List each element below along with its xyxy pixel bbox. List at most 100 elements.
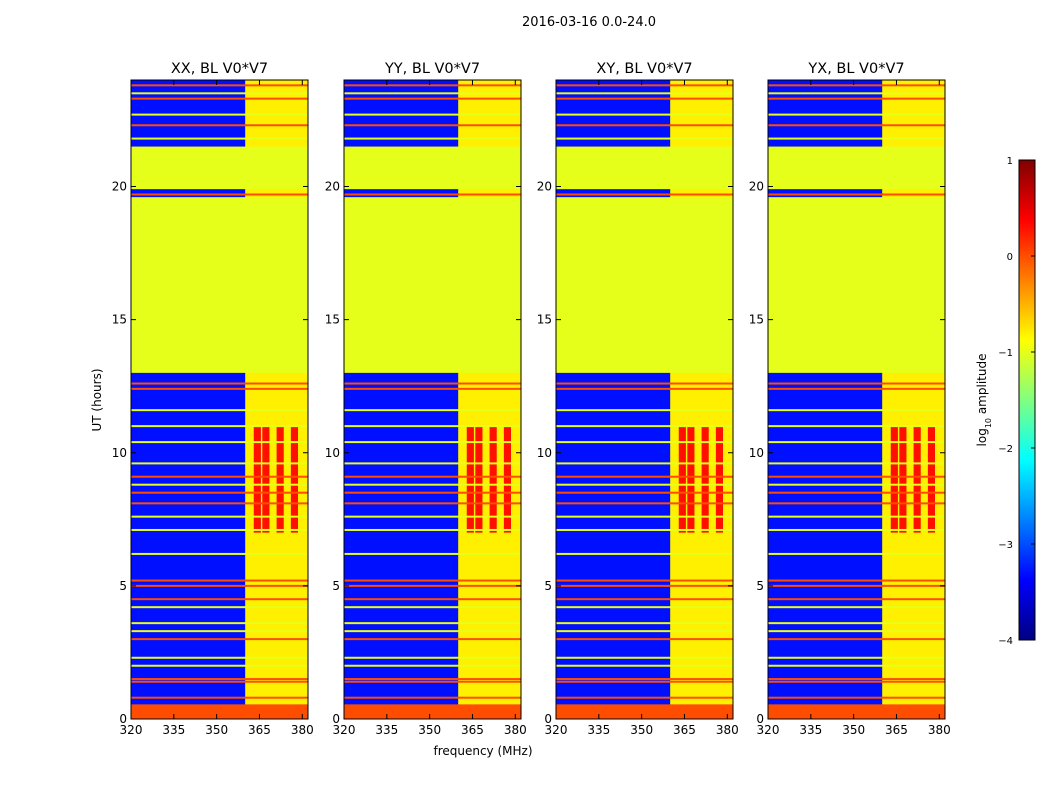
rfi-line: [556, 528, 733, 531]
x-tick-label: 380: [291, 723, 314, 737]
bottom-band: [556, 704, 733, 719]
rfi-line: [131, 606, 308, 609]
rfi-line: [768, 113, 945, 116]
rfi-line: [344, 630, 521, 633]
rfi-line: [768, 515, 945, 518]
rfi-line: [131, 483, 308, 486]
y-tick-label: 10: [325, 446, 340, 460]
x-tick-label: 335: [375, 723, 398, 737]
panel-title: YX, BL V0*V7: [807, 61, 904, 77]
rfi-line: [768, 92, 945, 95]
rfi-line: [768, 491, 945, 494]
rfi-line: [556, 680, 733, 683]
rfi-line: [556, 579, 733, 582]
rfi-line: [556, 113, 733, 116]
x-tick-label: 380: [716, 723, 739, 737]
y-tick-label: 0: [119, 712, 127, 726]
rfi-line: [556, 598, 733, 601]
y-tick-label: 0: [332, 712, 340, 726]
rfi-line: [344, 113, 521, 116]
y-tick-label: 15: [112, 313, 127, 327]
rfi-line: [768, 137, 945, 140]
rfi-line: [344, 97, 521, 100]
flagged-range: [768, 146, 945, 190]
rfi-line: [556, 124, 733, 127]
hot-channel: [715, 426, 724, 533]
panel-frame: [343, 79, 522, 720]
rfi-line: [344, 137, 521, 140]
rfi-line: [556, 630, 733, 633]
rfi-line: [131, 491, 308, 494]
y-tick-label: 5: [544, 579, 552, 593]
rfi-line: [344, 598, 521, 601]
rfi-line: [131, 638, 308, 641]
rfi-line: [131, 124, 308, 127]
rfi-line: [344, 584, 521, 587]
rfi-line: [131, 664, 308, 667]
hot-channel: [262, 426, 270, 533]
rfi-line: [344, 84, 521, 87]
rfi-line: [344, 606, 521, 609]
rfi-line: [768, 598, 945, 601]
rfi-line: [131, 97, 308, 100]
rfi-line: [131, 92, 308, 95]
x-tick-label: 365: [885, 723, 908, 737]
rfi-line: [768, 483, 945, 486]
rfi-line: [768, 528, 945, 531]
rfi-line: [768, 409, 945, 412]
rfi-line: [556, 584, 733, 587]
rfi-line: [768, 475, 945, 478]
rfi-line: [768, 84, 945, 87]
colorbar-label-sub: 10: [984, 418, 993, 428]
rfi-line: [556, 696, 733, 699]
x-tick-label: 380: [928, 723, 951, 737]
panel-title: YY, BL V0*V7: [384, 61, 480, 77]
x-tick-label: 320: [545, 723, 568, 737]
rfi-line: [344, 552, 521, 555]
x-tick-label: 335: [799, 723, 822, 737]
rfi-line: [344, 491, 521, 494]
rfi-line: [556, 137, 733, 140]
rfi-line: [556, 491, 733, 494]
hot-channel: [899, 426, 907, 533]
rfi-line: [344, 638, 521, 641]
x-tick-label: 320: [120, 723, 143, 737]
colorbar-label-rest: amplitude: [975, 354, 989, 418]
colorbar-tick-label: −4: [998, 636, 1013, 647]
rfi-line: [131, 409, 308, 412]
rfi-line: [556, 552, 733, 555]
heatmap-panel-3: XY, BL V0*V7 320 335 350 365 380 0 5 10 15 20: [537, 61, 739, 737]
rfi-line: [768, 382, 945, 385]
hot-channel: [503, 426, 512, 533]
rfi-line: [344, 515, 521, 518]
rfi-line: [556, 638, 733, 641]
rfi-line: [131, 630, 308, 633]
hot-channel: [475, 426, 483, 533]
rfi-line: [768, 606, 945, 609]
x-tick-label: 380: [504, 723, 527, 737]
rfi-line: [768, 584, 945, 587]
rfi-line: [768, 680, 945, 683]
x-tick-label: 350: [630, 723, 653, 737]
hot-channel: [687, 426, 695, 533]
rfi-line: [131, 656, 308, 659]
x-tick-label: 365: [248, 723, 271, 737]
rfi-line: [556, 462, 733, 465]
hot-channel: [701, 426, 709, 533]
rfi-line: [344, 528, 521, 531]
colorbar-tick-label: 1: [1007, 156, 1013, 167]
rfi-line: [131, 441, 308, 444]
y-tick-label: 20: [537, 180, 552, 194]
rfi-line: [768, 502, 945, 505]
rfi-line: [768, 579, 945, 582]
rfi-line: [344, 193, 521, 196]
rfi-line: [556, 678, 733, 681]
rfi-line: [344, 664, 521, 667]
rfi-line: [768, 462, 945, 465]
rfi-line: [131, 84, 308, 87]
hot-channel: [276, 426, 284, 533]
rfi-line: [556, 483, 733, 486]
rfi-line: [131, 502, 308, 505]
